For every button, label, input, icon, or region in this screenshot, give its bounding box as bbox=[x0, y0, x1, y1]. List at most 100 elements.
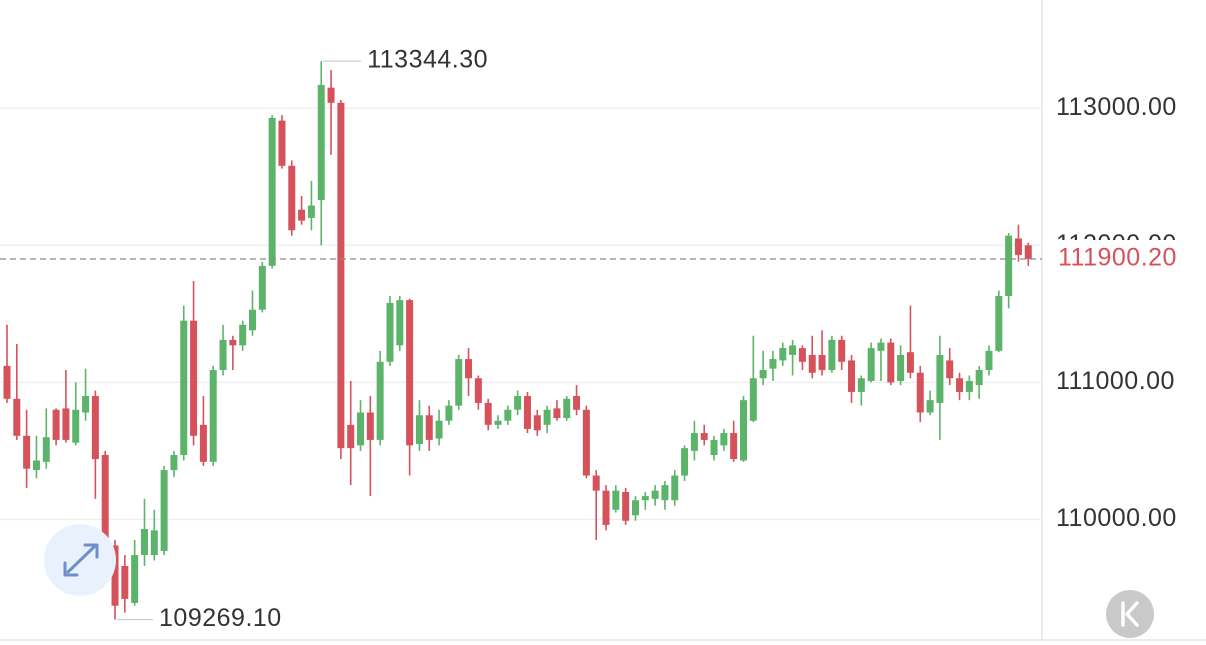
max-label: 113344.30 bbox=[367, 46, 488, 74]
candle-body bbox=[808, 354, 816, 373]
candle-body bbox=[219, 339, 227, 371]
candle-body bbox=[553, 408, 561, 418]
candle-body bbox=[514, 396, 522, 410]
candle-body bbox=[906, 352, 914, 373]
candle-body bbox=[229, 339, 237, 346]
candle-body bbox=[1005, 235, 1013, 297]
candle-body bbox=[631, 500, 639, 516]
candle-body bbox=[52, 409, 60, 440]
candle-body bbox=[602, 490, 610, 525]
candle-body bbox=[72, 409, 80, 443]
candle-body bbox=[661, 485, 669, 501]
candle-body bbox=[288, 165, 296, 231]
candle-body bbox=[62, 408, 70, 440]
candles bbox=[3, 61, 1032, 620]
candle-body bbox=[111, 545, 119, 606]
candle-body bbox=[258, 265, 266, 310]
candle-body bbox=[779, 348, 787, 361]
candle-body bbox=[985, 350, 993, 371]
candle-body bbox=[789, 345, 797, 355]
candle-body bbox=[347, 424, 355, 449]
candle-body bbox=[857, 378, 865, 392]
expand-button[interactable] bbox=[44, 524, 116, 596]
candle-body bbox=[366, 412, 374, 440]
y-tick-label: 110000.00 bbox=[1056, 504, 1177, 532]
candle-body bbox=[239, 324, 247, 346]
min-label: 109269.10 bbox=[159, 604, 282, 632]
candle-body bbox=[101, 454, 109, 561]
y-tick-label: 113000.00 bbox=[1056, 93, 1177, 121]
candle-body bbox=[612, 490, 620, 510]
candle-body bbox=[936, 354, 944, 403]
candle-body bbox=[1024, 245, 1032, 259]
candle-body bbox=[150, 530, 158, 556]
last-price-tag bbox=[1044, 239, 1206, 278]
candle-body bbox=[798, 348, 806, 362]
candle-body bbox=[376, 361, 384, 440]
candle-body bbox=[357, 412, 365, 446]
candle-body bbox=[140, 528, 148, 556]
candle-body bbox=[249, 309, 256, 331]
candle-body bbox=[887, 342, 895, 383]
candle-body bbox=[573, 396, 581, 410]
candle-body bbox=[278, 120, 286, 166]
candle-body bbox=[42, 437, 50, 462]
candle-body bbox=[582, 409, 590, 476]
candle-body bbox=[91, 396, 99, 460]
candle-body bbox=[484, 402, 492, 425]
candle-body bbox=[13, 398, 21, 436]
candle-body bbox=[956, 378, 964, 392]
candle-body bbox=[818, 354, 826, 371]
candle-body bbox=[504, 409, 512, 421]
candle-body bbox=[916, 372, 924, 413]
candle-body bbox=[298, 209, 306, 221]
candle-body bbox=[386, 302, 394, 362]
candle-body bbox=[268, 117, 276, 266]
candle-body bbox=[455, 359, 463, 406]
candle-body bbox=[445, 405, 453, 421]
candle-body bbox=[740, 400, 747, 461]
candle-body bbox=[759, 370, 767, 379]
candle-body bbox=[23, 435, 31, 469]
candle-body bbox=[828, 339, 836, 371]
candle-body bbox=[946, 360, 954, 379]
candle-body bbox=[563, 398, 571, 418]
candle-body bbox=[651, 490, 659, 499]
candle-body bbox=[317, 84, 325, 201]
candle-body bbox=[995, 296, 1003, 351]
y-tick-label: 111000.00 bbox=[1056, 367, 1175, 395]
candle-body bbox=[180, 320, 188, 455]
candle-body bbox=[877, 342, 885, 351]
candle-body bbox=[415, 415, 423, 445]
candle-body bbox=[671, 475, 679, 501]
candle-body bbox=[523, 396, 531, 429]
candle-body bbox=[199, 424, 207, 462]
candle-body bbox=[474, 378, 482, 403]
candle-body bbox=[897, 354, 905, 381]
k-button[interactable] bbox=[1106, 590, 1154, 638]
overlay: 113344.30 109269.10 111900.20 bbox=[0, 46, 1206, 632]
candle-body bbox=[396, 300, 404, 346]
candle-body bbox=[867, 348, 875, 381]
candle-body bbox=[720, 433, 728, 446]
candle-body bbox=[769, 359, 777, 369]
candle-body bbox=[131, 555, 139, 603]
candle-body bbox=[926, 400, 934, 413]
candle-body bbox=[749, 378, 757, 421]
candle-body bbox=[641, 496, 649, 501]
candle-body bbox=[710, 439, 718, 455]
last-price-label: 111900.20 bbox=[1058, 244, 1177, 272]
candle-body bbox=[3, 365, 11, 399]
candle-body bbox=[975, 370, 983, 386]
candle-body bbox=[170, 454, 178, 471]
candle-body bbox=[160, 470, 168, 551]
candle-body bbox=[327, 87, 335, 103]
candle-body bbox=[533, 415, 541, 431]
candle-body bbox=[690, 433, 698, 451]
candle-body bbox=[622, 491, 630, 521]
candle-body bbox=[730, 433, 738, 460]
candle-body bbox=[82, 396, 90, 413]
candle-body bbox=[965, 380, 973, 392]
